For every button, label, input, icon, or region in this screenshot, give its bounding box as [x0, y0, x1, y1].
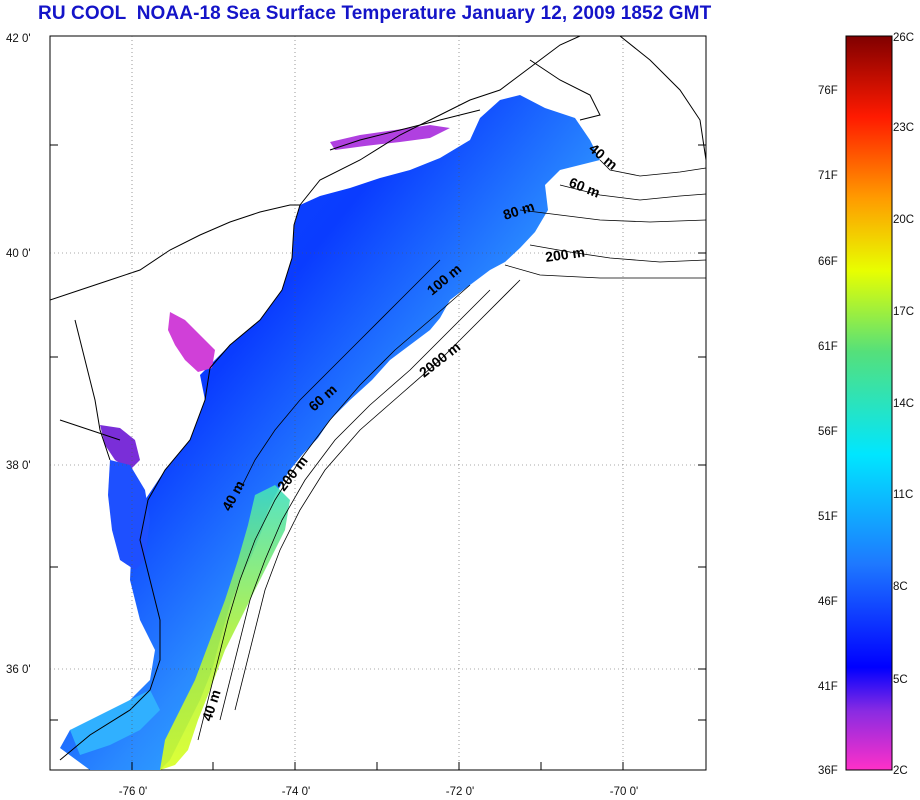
colorbar-c-label: 20C [893, 214, 915, 226]
colorbar-c-label: 11C [893, 489, 914, 501]
colorbar-c-label: 23C [893, 122, 915, 134]
coastline [50, 36, 706, 761]
colorbar-c-label: 8C [893, 581, 908, 593]
lat-label-42: 42 0' [6, 33, 31, 45]
colorbar-f-label: 66F [818, 256, 838, 268]
isobath-label: 200 m [544, 244, 586, 265]
colorbar-c-label: 26C [893, 32, 915, 44]
cold-water-long-island-sound [330, 125, 450, 150]
colorbar-c-label: 2C [893, 765, 908, 777]
map-frame [49, 35, 707, 771]
colorbar-f-label: 56F [818, 426, 838, 438]
lon-label-70: -70 0' [609, 786, 639, 798]
lat-label-38: 38 0' [6, 460, 31, 472]
axis-ticks [50, 144, 706, 770]
lat-label-40: 40 0' [6, 248, 31, 260]
colorbar [845, 35, 893, 771]
warm-water-patch [160, 485, 290, 770]
colorbar-c-label: 5C [893, 674, 908, 686]
lon-label-76: -76 0' [118, 786, 148, 798]
colorbar-f-label: 76F [818, 85, 838, 97]
chesapeake-bay [108, 460, 150, 570]
sst-swath [60, 95, 600, 770]
colorbar-f-label: 61F [818, 341, 838, 353]
isobaths [197, 159, 706, 741]
colorbar-f-label: 51F [818, 511, 838, 523]
cold-water-delaware-bay [168, 312, 215, 372]
pamlico-sound [70, 690, 160, 755]
lon-label-72: -72 0' [445, 786, 475, 798]
lon-label-74: -74 0' [281, 786, 311, 798]
lat-label-36: 36 0' [6, 664, 31, 676]
map-title: RU COOL NOAA-18 Sea Surface Temperature … [38, 3, 712, 24]
lat-lon-grid [50, 36, 706, 770]
colorbar-f-label: 41F [818, 681, 838, 693]
colorbar-f-label: 36F [818, 765, 838, 777]
colorbar-f-label: 46F [818, 596, 838, 608]
colorbar-c-label: 14C [893, 398, 915, 410]
colorbar-c-label: 17C [893, 306, 915, 318]
colorbar-f-label: 71F [818, 170, 838, 182]
